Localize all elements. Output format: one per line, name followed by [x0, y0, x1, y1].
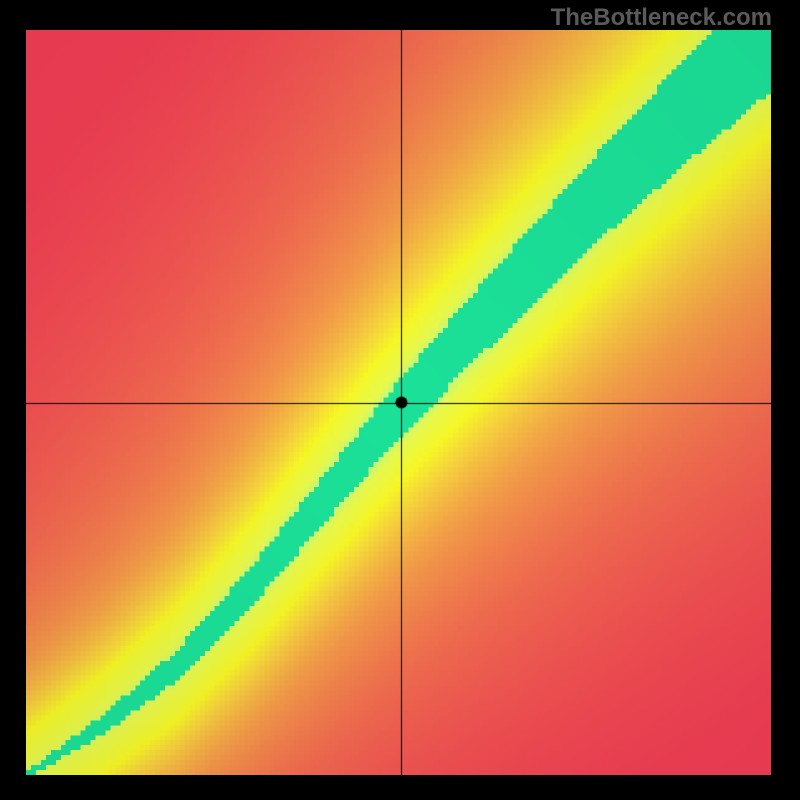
bottleneck-heatmap — [26, 30, 771, 775]
chart-container: TheBottleneck.com — [0, 0, 800, 800]
watermark-text: TheBottleneck.com — [551, 4, 772, 32]
